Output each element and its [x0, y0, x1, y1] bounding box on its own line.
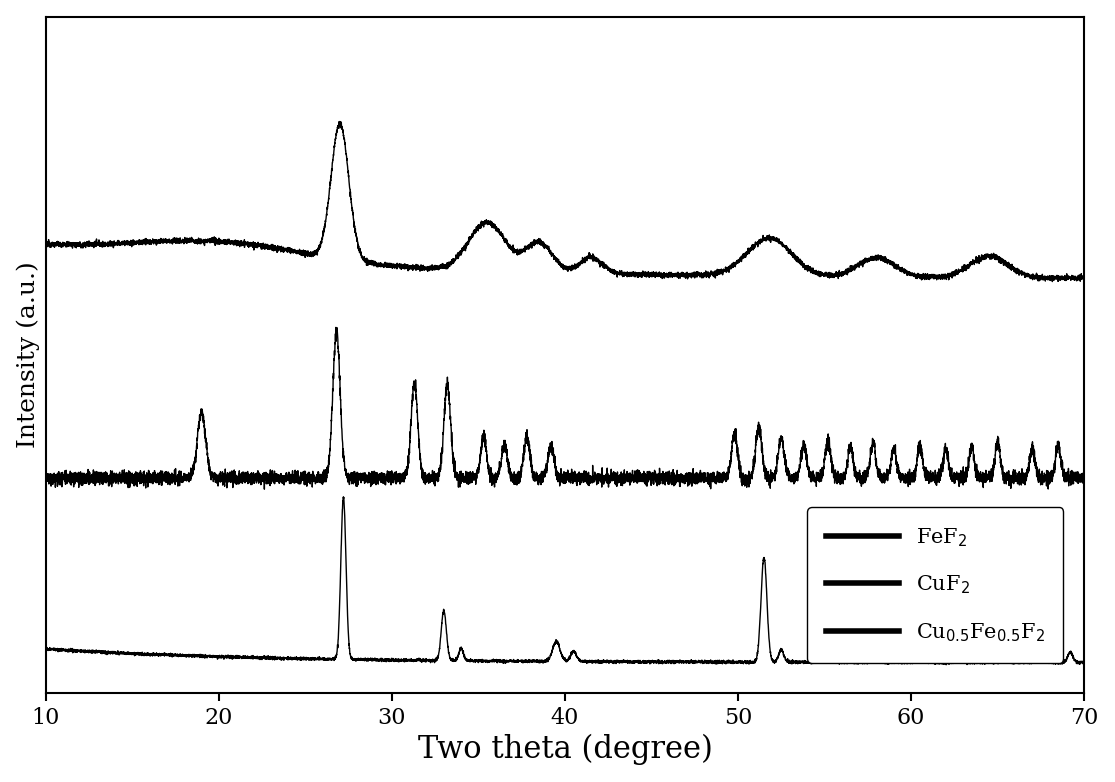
- Legend: FeF$_2$, CuF$_2$, Cu$_{0.5}$Fe$_{0.5}$F$_2$: FeF$_2$, CuF$_2$, Cu$_{0.5}$Fe$_{0.5}$F$…: [807, 508, 1064, 662]
- Y-axis label: Intensity (a.u.): Intensity (a.u.): [17, 262, 40, 448]
- X-axis label: Two theta (degree): Two theta (degree): [417, 734, 712, 766]
